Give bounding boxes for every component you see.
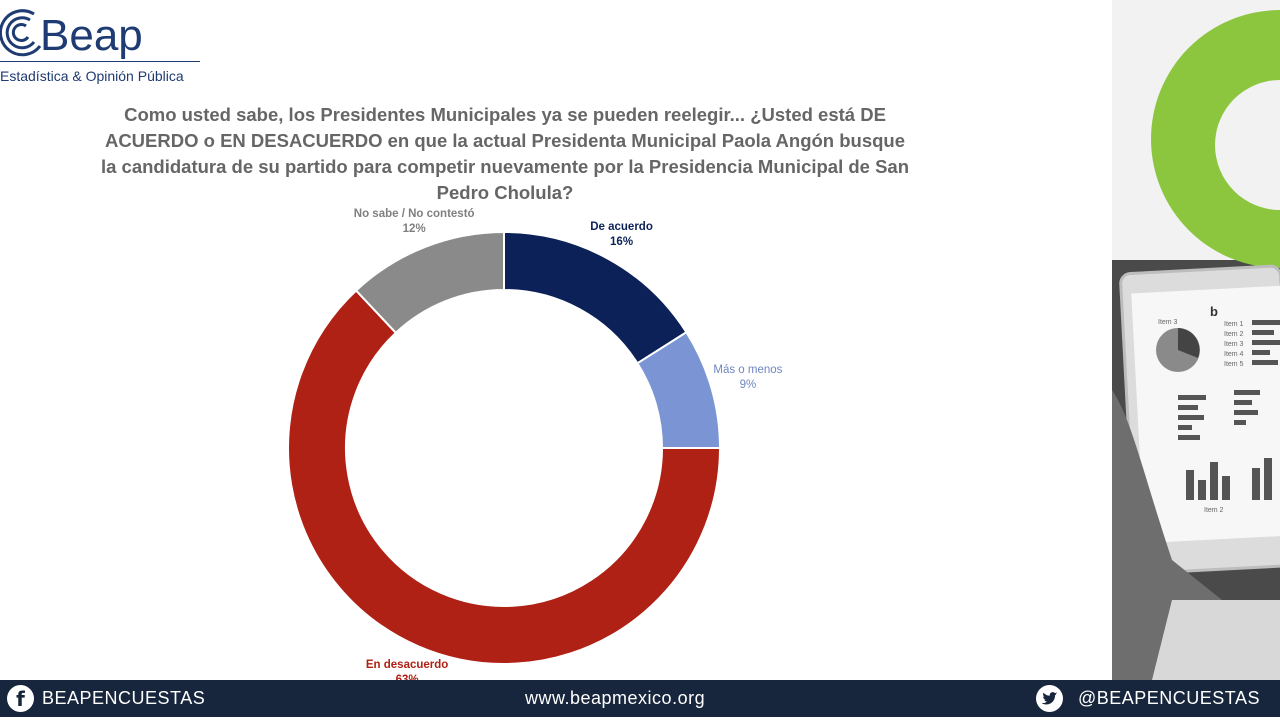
svg-text:Item 5: Item 5	[1224, 361, 1244, 368]
tablet-illustration: b Item 3 Item 1 Item 2 Item 3 Item 4 Ite…	[1112, 0, 1280, 680]
slice-value-m-s-o-menos: 9%	[740, 379, 757, 391]
facebook-handle[interactable]: BEAPENCUESTAS	[42, 688, 206, 708]
logo-tagline: Estadística & Opinión Pública	[0, 68, 184, 84]
logo-wordmark: Beap	[40, 11, 143, 60]
twitter-icon[interactable]	[1036, 685, 1063, 712]
svg-text:Item 2: Item 2	[1224, 331, 1244, 338]
green-ring-graphic	[1151, 10, 1280, 268]
svg-text:Item 3: Item 3	[1158, 319, 1178, 326]
website-link[interactable]: www.beapmexico.org	[525, 688, 706, 708]
donut-slice-en-desacuerdo	[287, 289, 722, 665]
svg-text:Item 1: Item 1	[1224, 321, 1244, 328]
donut-chart: De acuerdo 16% Más o menos 9% En desacuerdo 6…	[287, 208, 783, 680]
slice-label-no-sabe-no-contest: No sabe / No contestó	[354, 208, 475, 220]
slice-label-m-s-o-menos: Más o menos	[713, 364, 782, 376]
survey-question: Como usted sabe, los Presidentes Municip…	[100, 104, 910, 203]
svg-text:Item 4: Item 4	[1224, 351, 1244, 358]
svg-text:b: b	[1210, 304, 1218, 319]
slice-label-en-desacuerdo: En desacuerdo	[366, 659, 448, 671]
footer-bar: f BEAPENCUESTAS www.beapmexico.org @BEAP…	[0, 680, 1280, 717]
beap-logo: Beap	[0, 0, 210, 90]
beap-logo-mark: Beap	[0, 9, 143, 60]
svg-text:Item 3: Item 3	[1224, 341, 1244, 348]
donut-slice-no-sabe-no-contest	[354, 230, 505, 335]
slice-value-en-desacuerdo: 63%	[396, 674, 419, 680]
slice-value-de-acuerdo: 16%	[610, 236, 633, 248]
logo-divider	[0, 61, 200, 62]
slice-label-de-acuerdo: De acuerdo	[590, 221, 653, 233]
twitter-handle[interactable]: @BEAPENCUESTAS	[1078, 688, 1260, 708]
facebook-icon[interactable]: f	[7, 685, 34, 712]
svg-text:Item 2: Item 2	[1204, 507, 1224, 514]
tablet-photo: b Item 3 Item 1 Item 2 Item 3 Item 4 Ite…	[1112, 0, 1280, 680]
donut-slice-de-acuerdo	[503, 230, 688, 365]
slice-value-no-sabe-no-contest: 12%	[403, 223, 426, 235]
